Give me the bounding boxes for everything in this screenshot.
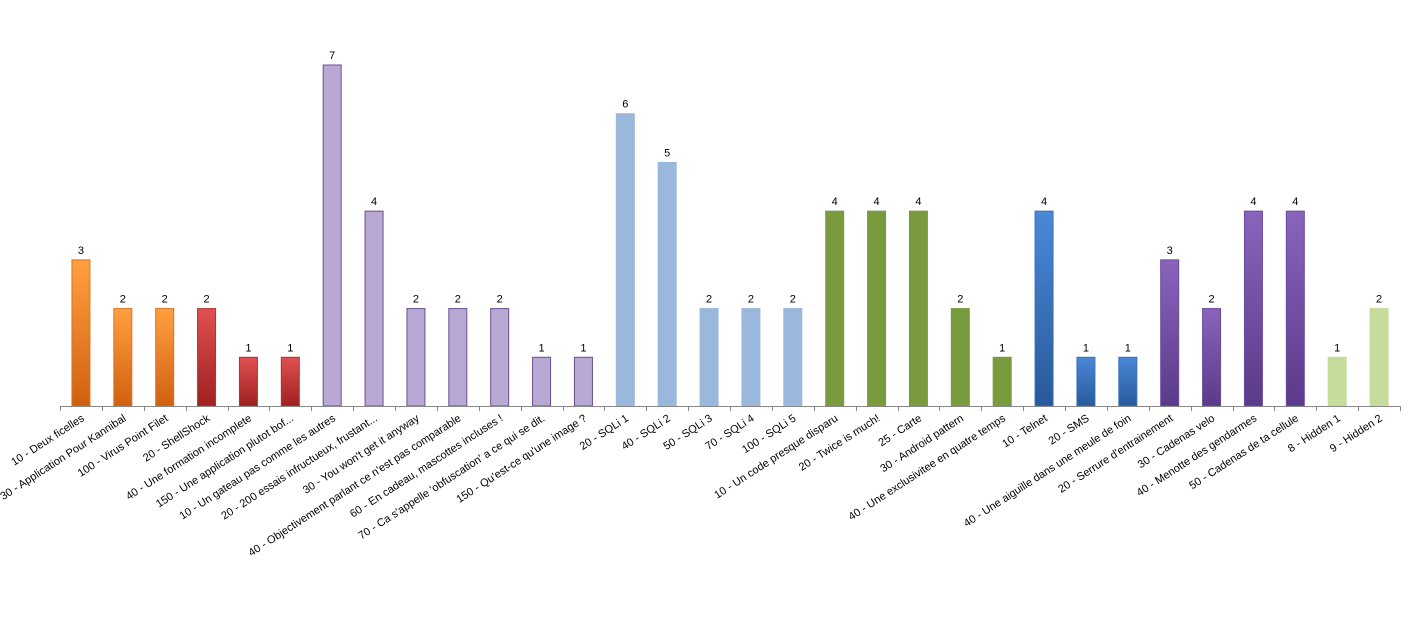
bar (1243, 210, 1263, 407)
bars-layer (71, 64, 1389, 407)
bar (280, 356, 300, 407)
bar (113, 308, 133, 407)
bar (322, 64, 342, 407)
bar-value-label: 5 (664, 147, 670, 159)
value-labels-layer: 3 2 2 2 1 1 7 4 2 2 2 1 1 6 5 2 2 2 4 4 4 2 1 4 1 1 3 2 4 4 1 2 (78, 50, 1382, 354)
bar-value-label: 1 (580, 342, 586, 354)
bar (406, 308, 426, 407)
bar (71, 259, 91, 407)
x-axis-ticks (60, 406, 1401, 411)
bar-value-label: 2 (455, 294, 461, 306)
bar-value-label: 1 (1125, 342, 1131, 354)
bar (741, 308, 761, 407)
bar-value-label: 1 (539, 342, 545, 354)
bar (238, 356, 258, 407)
bar-value-label: 4 (1041, 196, 1047, 208)
bar-value-label: 1 (245, 342, 251, 354)
bar-value-label: 2 (204, 294, 210, 306)
bar-value-label: 2 (748, 294, 754, 306)
bar-value-label: 4 (874, 196, 880, 208)
bar (364, 210, 384, 407)
bar-value-label: 2 (497, 294, 503, 306)
bar (1202, 308, 1222, 407)
bar (1285, 210, 1305, 407)
bar (908, 210, 928, 407)
bar (699, 308, 719, 407)
bar (1076, 356, 1096, 407)
bar (1118, 356, 1138, 407)
bar (573, 356, 593, 407)
bar (1327, 356, 1347, 407)
bar-value-label: 2 (413, 294, 419, 306)
bar (155, 308, 175, 407)
category-label: 10 - Telnet (1000, 412, 1049, 450)
bar-value-label: 2 (1376, 294, 1382, 306)
bar-value-label: 4 (832, 196, 838, 208)
bar-value-label: 2 (162, 294, 168, 306)
bar (657, 161, 677, 407)
bar (992, 356, 1012, 407)
bar-value-label: 2 (1209, 294, 1215, 306)
bar-value-label: 1 (999, 342, 1005, 354)
bar-value-label: 2 (790, 294, 796, 306)
bar (825, 210, 845, 407)
bar-value-label: 6 (622, 99, 628, 111)
bar (448, 308, 468, 407)
bar (1369, 308, 1389, 407)
bar (532, 356, 552, 407)
bar-value-label: 1 (287, 342, 293, 354)
bar-value-label: 4 (371, 196, 377, 208)
bar-value-label: 4 (1292, 196, 1298, 208)
bar-value-label: 2 (706, 294, 712, 306)
bar (783, 308, 803, 407)
bar (1160, 259, 1180, 407)
bar (615, 113, 635, 407)
bar (490, 308, 510, 407)
bar-value-label: 2 (957, 294, 963, 306)
bar-value-label: 7 (329, 50, 335, 62)
bar-value-label: 1 (1083, 342, 1089, 354)
bar (950, 308, 970, 407)
category-label: 60 - En cadeau, mascottes incluses ! (348, 412, 505, 520)
bar-value-label: 4 (915, 196, 921, 208)
bar-value-label: 3 (1167, 245, 1173, 257)
bar (197, 308, 217, 407)
bar-value-label: 2 (120, 294, 126, 306)
bar-value-label: 4 (1250, 196, 1256, 208)
bar (1034, 210, 1054, 407)
bar-value-label: 1 (1334, 342, 1340, 354)
bar (867, 210, 887, 407)
bar-value-label: 3 (78, 245, 84, 257)
